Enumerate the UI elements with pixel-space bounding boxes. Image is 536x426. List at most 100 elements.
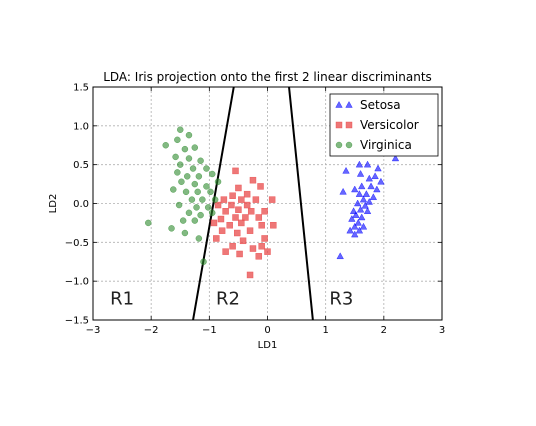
virginica-point	[185, 209, 193, 217]
virginica-point	[208, 209, 216, 217]
legend-marker-setosa	[335, 100, 343, 108]
y-tick-label: −1.0	[65, 277, 89, 288]
versicolor-point	[232, 167, 239, 175]
setosa-point	[349, 207, 358, 215]
setosa-point	[351, 222, 359, 230]
virginica-point	[191, 217, 199, 224]
setosa-point	[363, 160, 372, 168]
legend-label-setosa: Setosa	[360, 98, 401, 112]
setosa-point	[374, 164, 382, 172]
setosa-point	[377, 177, 385, 185]
virginica-point	[172, 153, 179, 161]
virginica-point	[179, 217, 187, 224]
setosa-point	[391, 154, 400, 162]
setosa-point	[365, 174, 374, 182]
versicolor-point	[255, 214, 263, 221]
setosa-point	[355, 226, 364, 234]
decision-boundaries	[192, 86, 314, 321]
setosa-point	[354, 218, 362, 226]
versicolor-point	[261, 235, 268, 242]
setosa-point	[358, 182, 366, 190]
versicolor-point	[238, 196, 245, 203]
versicolor-point	[222, 208, 229, 215]
setosa-point	[365, 197, 374, 205]
setosa-point	[362, 190, 371, 197]
setosa-point	[339, 187, 347, 195]
versicolor-point	[270, 221, 277, 229]
virginica-point	[178, 178, 185, 186]
virginica-point	[174, 169, 181, 176]
setosa-point	[342, 166, 350, 174]
x-tick-label: 2	[381, 325, 387, 336]
virginica-point	[200, 258, 207, 265]
virginica-point	[191, 144, 199, 151]
virginica-point	[207, 188, 214, 196]
region-label-3: R3	[329, 288, 353, 309]
virginica-point	[197, 157, 204, 165]
setosa-point	[351, 185, 359, 193]
grid	[93, 87, 442, 320]
virginica-point	[194, 188, 201, 196]
versicolor-point	[235, 206, 242, 213]
virginica-point	[162, 142, 169, 149]
versicolor-point	[246, 271, 254, 279]
y-tick-label: −0.5	[65, 238, 89, 249]
virginica-point	[181, 145, 189, 153]
setosa-point	[359, 195, 368, 203]
virginica-point	[195, 173, 203, 180]
virginica-point	[183, 173, 191, 180]
y-axis-label: LD2	[48, 194, 59, 214]
versicolor-point	[258, 221, 265, 229]
virginica-point	[208, 170, 216, 178]
versicolor-point	[264, 248, 271, 255]
setosa-point	[348, 215, 356, 222]
versicolor-point	[257, 183, 264, 190]
versicolor-point	[243, 201, 251, 209]
virginica-point	[188, 196, 196, 203]
versicolor-point	[226, 221, 233, 229]
virginica-point	[189, 165, 197, 172]
versicolor-point	[243, 190, 251, 198]
setosa-point	[359, 222, 368, 230]
setosa-point	[358, 213, 366, 221]
versicolor-point	[242, 214, 249, 221]
x-tick-label: 3	[439, 325, 445, 336]
virginica-point	[181, 229, 189, 237]
versicolor-point	[249, 245, 257, 252]
versicolor-point	[222, 248, 229, 255]
legend-marker-virginica	[345, 141, 353, 149]
setosa-point	[363, 207, 372, 215]
versicolor-point	[229, 242, 236, 250]
y-tick-label: 0.5	[73, 160, 89, 171]
virginica-point	[191, 180, 199, 188]
versicolor-point	[249, 176, 257, 184]
region-label-1: R1	[110, 288, 134, 309]
virginica-point	[214, 178, 222, 186]
setosa-point	[346, 226, 354, 234]
versicolor-point	[261, 208, 268, 215]
y-tick-label: −1.5	[65, 316, 89, 327]
setosa-point	[356, 169, 365, 177]
virginica-point	[174, 136, 181, 144]
versicolor-point	[246, 227, 254, 234]
legend-label-virginica: Virginica	[360, 138, 412, 152]
setosa-point	[373, 185, 381, 193]
virginica-point	[185, 155, 193, 162]
versicolor-point	[239, 237, 247, 245]
versicolor-point	[213, 235, 220, 242]
versicolor-point	[220, 196, 228, 203]
x-tick-label: 1	[322, 325, 328, 336]
versicolor-point	[235, 184, 242, 192]
setosa-point	[356, 205, 365, 213]
x-tick-label: 0	[264, 325, 270, 336]
virginica-point	[177, 161, 184, 168]
virginica-point	[182, 188, 190, 196]
region-labels: R1 R2 R3	[110, 288, 353, 309]
y-tick-label: 1.5	[73, 83, 89, 94]
virginica-point	[145, 219, 152, 227]
chart-title: LDA: Iris projection onto the first 2 li…	[103, 70, 432, 84]
legend-marker-versicolor	[335, 121, 343, 129]
virginica-point	[203, 183, 210, 190]
virginica-point	[204, 204, 212, 211]
